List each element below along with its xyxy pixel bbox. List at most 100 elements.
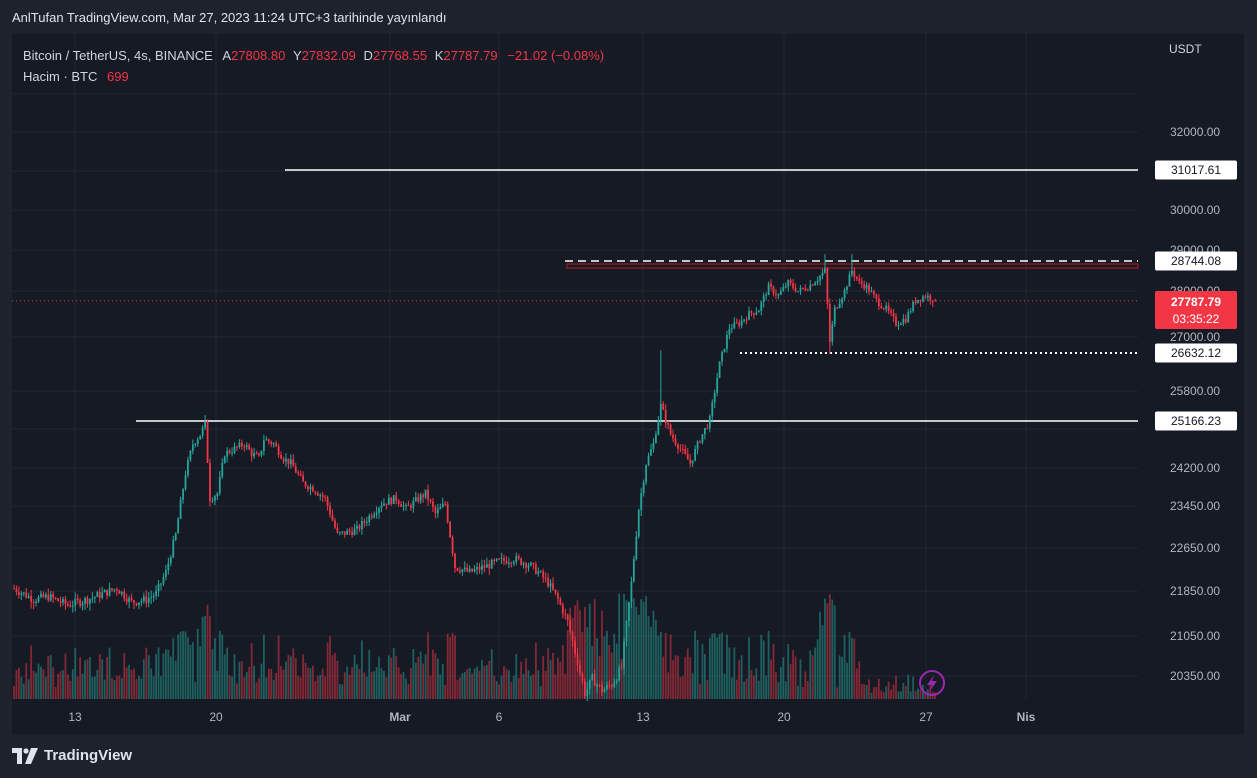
candle-body — [647, 455, 650, 466]
candle-body — [534, 564, 537, 574]
volume-bar — [733, 647, 736, 699]
volume-bar — [74, 648, 77, 699]
volume-bar — [194, 682, 197, 699]
candle-body — [838, 303, 841, 308]
volume-bar — [429, 675, 432, 699]
candle-body — [341, 531, 344, 533]
countdown-text: 03:35:22 — [1173, 312, 1220, 326]
candle-body — [123, 591, 126, 599]
candle-body — [909, 311, 912, 313]
volume-bar — [263, 634, 265, 699]
lightning-icon[interactable] — [919, 670, 945, 696]
candle-body — [444, 503, 447, 505]
volume-bar — [40, 666, 42, 699]
volume-bar — [52, 667, 55, 699]
candle-body — [130, 597, 133, 601]
volume-bar — [767, 631, 770, 699]
candle-body — [81, 603, 84, 606]
candle-body — [387, 497, 390, 505]
candle-body — [214, 496, 216, 501]
volume-bar — [583, 607, 586, 699]
volume-bar — [848, 631, 851, 699]
volume-bar — [348, 674, 351, 699]
candle-body — [767, 283, 770, 295]
candle-body — [47, 594, 50, 601]
volume-label[interactable]: Hacim · BTC — [23, 69, 98, 84]
candle-body — [650, 449, 652, 456]
candle-body — [642, 482, 645, 494]
volume-bar — [49, 655, 52, 699]
volume-bar — [601, 610, 603, 699]
footer: TradingView — [12, 747, 132, 764]
level-lines — [12, 169, 1138, 422]
candle-body — [485, 564, 488, 568]
candle-body — [745, 319, 748, 321]
currency-unit[interactable]: USDT — [1169, 42, 1202, 56]
volume-bar — [743, 681, 745, 699]
candle-body — [218, 476, 221, 494]
volume-bar — [380, 668, 383, 699]
volume-bar — [645, 596, 647, 699]
candle-body — [240, 442, 243, 447]
candle-body — [512, 562, 515, 564]
price-axis: 32000.0030000.0029000.0028000.0027000.00… — [1170, 125, 1220, 683]
candle-body — [875, 294, 878, 299]
brand-name[interactable]: TradingView — [44, 747, 133, 764]
price-axis-labels: 31017.61 28744.08 26632.12 25166.23 27787.79… — [1155, 160, 1237, 431]
volume-bar — [934, 692, 937, 699]
volume-bar — [875, 686, 878, 699]
candle-body — [402, 505, 405, 507]
candle-body — [346, 530, 349, 535]
candle-body — [890, 311, 892, 314]
symbol-label[interactable]: Bitcoin / TetherUS, 4s, BINANCE — [23, 48, 213, 63]
candle-body — [255, 453, 258, 455]
candle-body — [500, 558, 503, 559]
price-tick: 21050.00 — [1170, 629, 1220, 643]
candle-body — [309, 486, 312, 490]
volume-bar — [414, 662, 417, 699]
volume-bar — [329, 636, 331, 699]
candle-body — [824, 268, 826, 273]
volume-bar — [557, 657, 559, 699]
candle-body — [468, 568, 471, 572]
volume-bar — [532, 674, 535, 699]
volume-bar — [385, 677, 388, 699]
candle-body — [363, 521, 366, 523]
volume-bar — [919, 690, 922, 699]
candle-body — [667, 422, 670, 425]
price-label-text: 26632.12 — [1171, 346, 1221, 360]
candle-body — [211, 500, 214, 502]
candle-body — [657, 420, 660, 435]
candle-body — [863, 284, 866, 289]
candle-body — [917, 299, 919, 303]
volume-bar — [740, 655, 743, 699]
volume-bar — [642, 601, 645, 699]
candle-body — [860, 281, 863, 285]
candle-body — [561, 604, 564, 614]
volume-bar — [662, 656, 665, 699]
volume-bar — [579, 610, 581, 699]
volume-bar — [27, 679, 30, 699]
candle-body — [385, 503, 388, 505]
volume-bar — [191, 642, 194, 699]
candle-body — [833, 307, 836, 325]
price-tick: 32000.00 — [1170, 125, 1220, 139]
volume-bar — [750, 670, 753, 699]
candle-body — [868, 284, 870, 292]
candle-body — [544, 577, 547, 579]
candle-body — [280, 455, 282, 459]
volume-bar — [248, 666, 251, 699]
candle-body — [718, 361, 721, 378]
volume-bar — [591, 646, 594, 699]
volume-bar — [236, 683, 238, 699]
volume-bar — [123, 653, 126, 699]
chart-frame[interactable] — [12, 34, 1244, 734]
volume-bar — [694, 630, 696, 699]
chart-canvas[interactable]: 32000.0030000.0029000.0028000.0027000.00… — [12, 34, 1244, 734]
candle-body — [454, 553, 456, 569]
volume-bar — [721, 632, 723, 699]
candle-body — [696, 441, 699, 450]
candle-body — [226, 450, 229, 457]
candle-body — [116, 589, 118, 591]
volume-bar — [708, 637, 711, 699]
